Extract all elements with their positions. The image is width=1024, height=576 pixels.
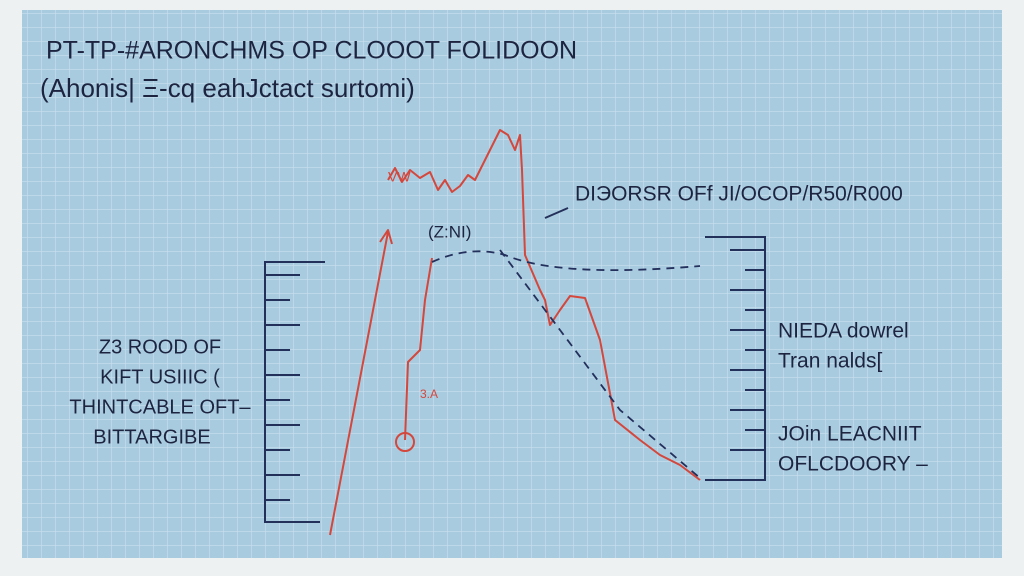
right-text: NIEDA dowrel [778,320,909,343]
dashed-curve [499,249,701,479]
grid-panel [22,10,1002,558]
annotation: (Z:NI) [428,222,471,241]
right-block: NIEDA dowrel Tran nalds[ JOin LEACNIIT O… [778,320,928,476]
annotation: DIЭORSR OFf JI/OCOP/R50/R000 [575,183,903,206]
right-text: OFLCDOORY – [778,453,928,476]
left-text: Z3 ROOD OF [99,336,221,358]
dashed-curve [431,250,701,272]
right-text: Tran nalds[ [778,350,882,373]
right-text: JOin LEACNIIT [778,423,922,446]
left-text: THINTCABLE OFT– [69,396,251,418]
annotation: VW [388,169,411,185]
subtitle: (Ahonis| Ξ-cq eahJctact surtomi) [40,73,415,103]
annotation: 3.A [420,387,438,401]
pointer [544,207,569,219]
red-curves [329,129,701,536]
right-ruler [705,236,766,481]
left-block: Z3 ROOD OF KIFT USIIIC ( THINTCABLE OFT–… [69,336,251,448]
left-ruler [264,261,325,523]
left-text: BITTARGIBE [93,426,210,448]
title: PT-TP-#ARONCHMS OP CLOOOT FOLIDOON [46,37,577,65]
left-text: KIFT USIIIC ( [100,366,220,388]
